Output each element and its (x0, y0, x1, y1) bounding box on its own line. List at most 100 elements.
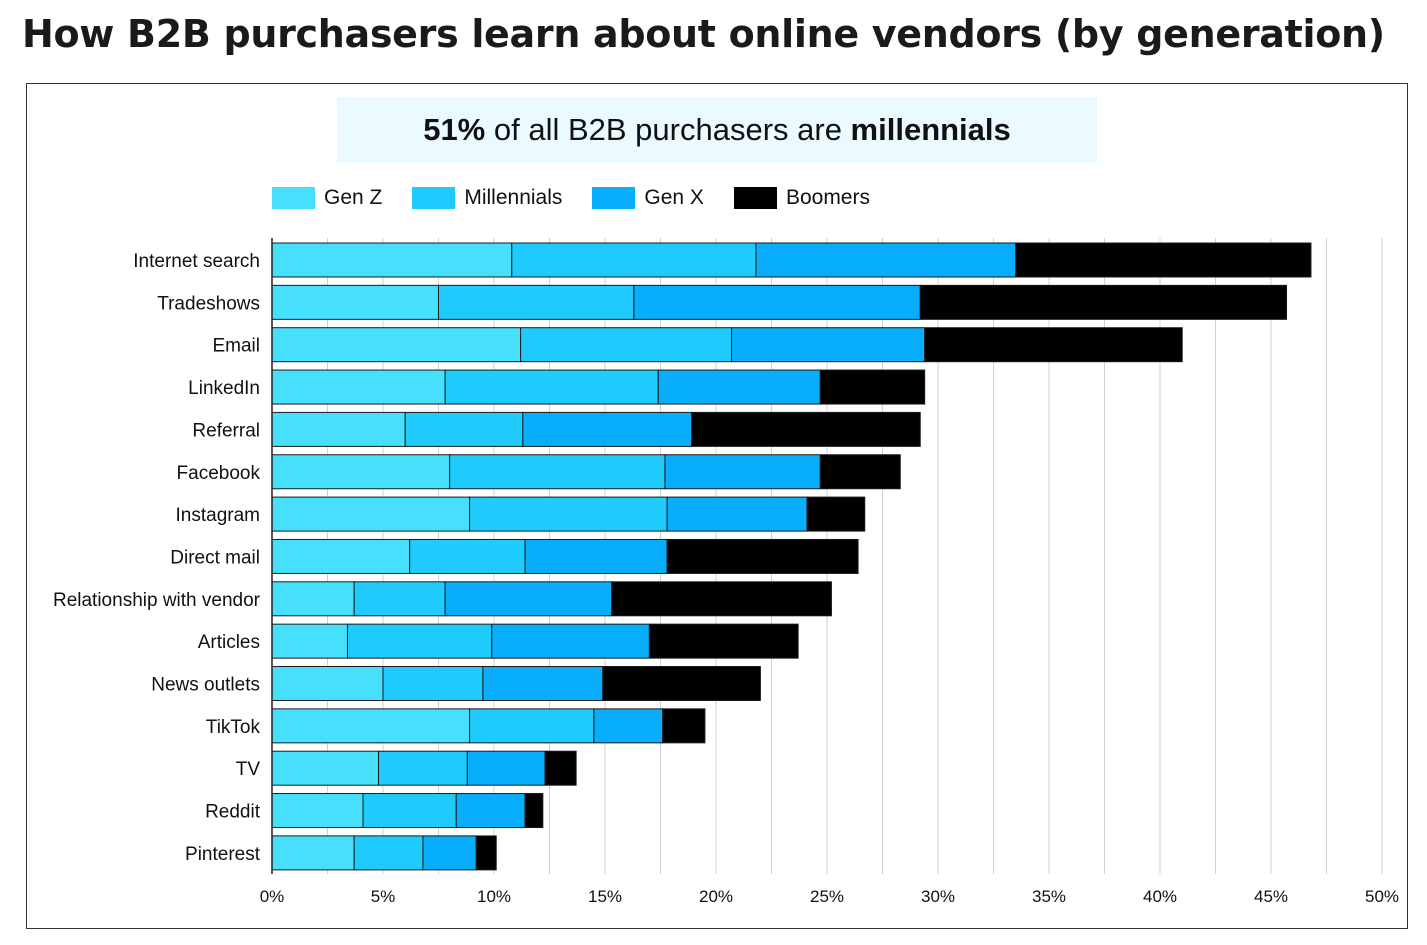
bar-segment-boomers (602, 666, 761, 701)
bar-segment-gen-x (444, 581, 613, 617)
category-label: TikTok (206, 717, 261, 738)
legend-item-gen-x: Gen X (592, 186, 704, 210)
page-title: How B2B purchasers learn about online ve… (22, 12, 1385, 56)
bar-segment-millennials (382, 666, 484, 701)
bar-segment-boomers (819, 454, 901, 490)
category-label: Internet search (133, 251, 260, 272)
bar-segment-gen-z (271, 369, 446, 405)
legend-label-millennials: Millennials (464, 186, 563, 209)
category-label: Articles (198, 632, 260, 653)
bar-segment-gen-x (731, 327, 926, 363)
category-label: Pinterest (185, 844, 261, 865)
legend-label-boomers: Boomers (785, 186, 870, 209)
callout-stat: 51% (423, 112, 486, 147)
bar-segment-millennials (353, 581, 446, 617)
x-tick-label: 20% (699, 887, 733, 906)
bar-segment-gen-x (657, 369, 821, 405)
x-tick-label: 50% (1365, 887, 1399, 906)
bar-segment-gen-x (455, 793, 526, 829)
bar-segment-boomers (691, 411, 921, 447)
category-label: LinkedIn (188, 378, 260, 399)
bar-segment-gen-x (522, 411, 693, 447)
x-tick-label: 0% (260, 887, 285, 906)
bar-segment-millennials (520, 327, 733, 363)
x-tick-label: 15% (588, 887, 622, 906)
bar-segment-boomers (919, 284, 1288, 320)
callout-text: of all B2B purchasers are (485, 112, 851, 147)
category-label: Instagram (176, 505, 260, 526)
bar-segment-gen-z (271, 284, 439, 320)
category-label: Referral (192, 420, 260, 441)
category-label: TV (236, 759, 261, 780)
bar-segment-millennials (438, 284, 635, 320)
category-label: Direct mail (170, 547, 260, 568)
legend-swatch-gen-x (592, 187, 636, 209)
bar-segment-gen-x (666, 496, 808, 532)
callout-highlight: millennials (850, 112, 1011, 147)
x-tick-label: 25% (810, 887, 844, 906)
bar-segment-gen-z (271, 793, 364, 829)
bar-segment-boomers (524, 793, 544, 829)
bar-segment-millennials (346, 623, 493, 659)
bar-segment-gen-x (466, 750, 546, 786)
chart-legend: Gen Z Millennials Gen X Boomers (272, 186, 900, 210)
legend-swatch-millennials (412, 187, 456, 209)
bar-segment-boomers (611, 581, 832, 617)
x-tick-label: 30% (921, 887, 955, 906)
bar-segment-gen-z (271, 581, 355, 617)
legend-item-boomers: Boomers (733, 186, 870, 210)
bar-segment-millennials (469, 496, 668, 532)
bar-segment-gen-x (664, 454, 821, 490)
bar-segment-gen-z (271, 454, 451, 490)
bar-segment-gen-z (271, 835, 355, 871)
bar-segment-millennials (511, 242, 757, 278)
bar-segment-boomers (819, 369, 926, 405)
category-label: Relationship with vendor (53, 590, 261, 611)
bar-segment-gen-z (271, 750, 380, 786)
category-label: Reddit (205, 802, 261, 823)
bar-segment-boomers (666, 538, 859, 574)
bar-segment-millennials (409, 538, 526, 574)
category-label: Email (212, 336, 260, 357)
bar-segment-gen-z (271, 327, 522, 363)
bar-segment-gen-x (422, 835, 477, 871)
bar-segment-gen-z (271, 708, 471, 744)
category-label: Tradeshows (157, 293, 260, 314)
bar-segment-gen-z (271, 538, 411, 574)
legend-item-millennials: Millennials (412, 186, 562, 210)
legend-item-gen-z: Gen Z (272, 186, 382, 210)
bar-segment-millennials (378, 750, 468, 786)
x-tick-label: 10% (477, 887, 511, 906)
bar-segment-gen-z (271, 623, 348, 659)
bar-segment-boomers (1015, 242, 1312, 278)
bar-segment-boomers (475, 835, 497, 871)
bar-segment-gen-z (271, 666, 384, 701)
legend-swatch-gen-z (272, 187, 315, 209)
bar-segment-gen-z (271, 496, 471, 532)
bar-segment-gen-x (482, 666, 604, 701)
bar-segment-millennials (404, 411, 524, 447)
x-tick-label: 40% (1143, 887, 1177, 906)
x-tick-label: 45% (1254, 887, 1288, 906)
bar-segment-boomers (924, 327, 1183, 363)
bar-segment-gen-x (524, 538, 668, 574)
bar-segment-millennials (444, 369, 659, 405)
chart-frame (26, 83, 1408, 929)
category-label: News outlets (151, 675, 260, 696)
bar-segment-boomers (544, 750, 577, 786)
bar-segment-millennials (353, 835, 424, 871)
bar-segment-boomers (662, 708, 706, 744)
bar-segment-gen-x (755, 242, 1017, 278)
legend-label-gen-z: Gen Z (324, 186, 383, 209)
legend-label-gen-x: Gen X (644, 186, 704, 209)
bar-segment-millennials (362, 793, 457, 829)
legend-swatch-boomers (733, 187, 777, 209)
bar-segment-millennials (469, 708, 595, 744)
bar-segment-gen-x (593, 708, 664, 744)
x-tick-label: 35% (1032, 887, 1066, 906)
bar-segment-boomers (648, 623, 799, 659)
bar-segment-millennials (449, 454, 666, 490)
bar-segment-gen-x (633, 284, 921, 320)
callout-banner: 51% of all B2B purchasers are millennial… (337, 97, 1097, 163)
